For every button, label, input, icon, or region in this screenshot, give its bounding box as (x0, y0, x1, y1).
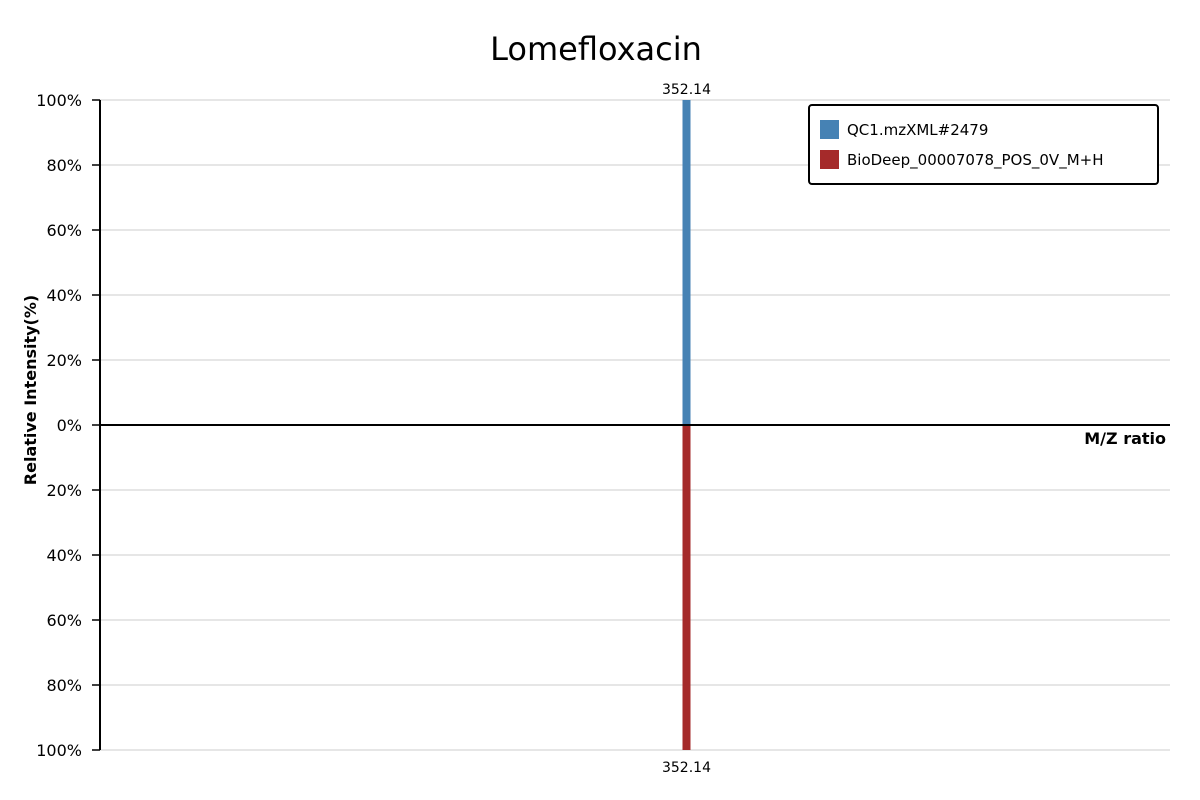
y-tick-label: 40% (46, 546, 82, 565)
gridlines (100, 99, 1170, 751)
y-tick-label: 80% (46, 676, 82, 695)
y-tick-label: 0% (57, 416, 82, 435)
y-axis-ticks: 100% 80% 60% 40% 20% 0% 20% 40% 60% 80% 100% (36, 91, 100, 760)
y-tick-label: 20% (46, 481, 82, 500)
x-axis-title: M/Z ratio (1084, 429, 1166, 448)
legend-box (808, 104, 1159, 185)
y-tick-label: 80% (46, 156, 82, 175)
y-tick-label: 100% (36, 741, 82, 760)
legend-swatch-qc1 (820, 120, 839, 139)
peak-bar-reference (682, 425, 691, 750)
peak-label-query: 352.14 (662, 82, 711, 98)
legend-swatch-biodeep (820, 150, 839, 169)
peak-label-reference: 352.14 (662, 760, 711, 776)
peaks: 352.14 352.14 (662, 82, 711, 776)
legend-label-biodeep: BioDeep_00007078_POS_0V_M+H (847, 151, 1103, 170)
chart-title: Lomefloxacin (490, 30, 702, 68)
y-tick-label: 100% (36, 91, 82, 110)
peak-bar-query (682, 100, 691, 425)
legend: QC1.mzXML#2479 BioDeep_00007078_POS_0V_M… (808, 104, 1159, 185)
y-tick-label: 20% (46, 351, 82, 370)
y-axis-title: Relative Intensity(%) (21, 295, 40, 485)
legend-label-qc1: QC1.mzXML#2479 (847, 121, 988, 139)
y-tick-label: 40% (46, 286, 82, 305)
y-tick-label: 60% (46, 611, 82, 630)
y-tick-label: 60% (46, 221, 82, 240)
